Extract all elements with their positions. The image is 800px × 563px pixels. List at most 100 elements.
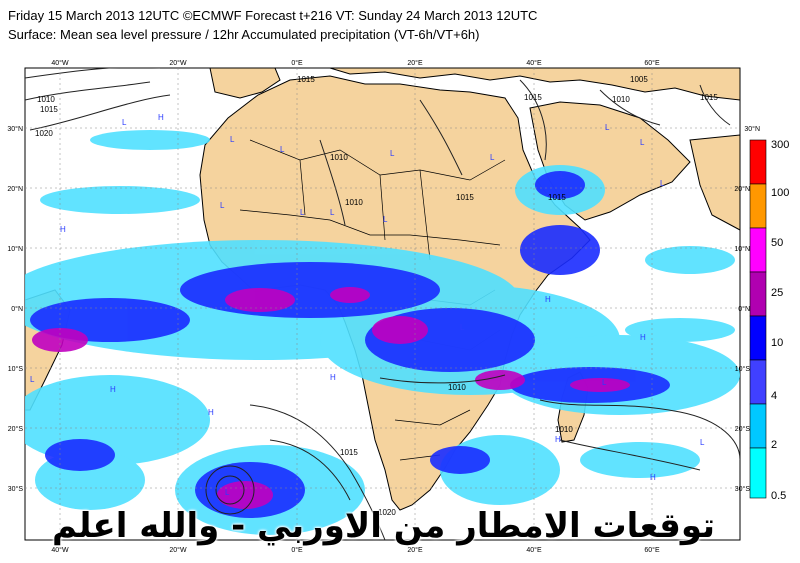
high-marker: H — [555, 435, 561, 444]
lon-label: 40°E — [526, 59, 542, 67]
legend-level: 100 — [771, 187, 789, 199]
high-marker: H — [330, 373, 336, 382]
iberia-land — [209, 68, 281, 99]
low-marker: L — [30, 375, 35, 384]
isobar-label: 1015 — [700, 93, 718, 102]
lat-label: 20°N — [734, 185, 750, 193]
europe-land — [329, 68, 740, 101]
isobar-label: 1015 — [40, 105, 58, 114]
legend-level: 2 — [771, 439, 777, 451]
legend-swatch — [749, 227, 767, 273]
lon-label: 40°E — [526, 546, 542, 554]
high-marker: H — [158, 113, 164, 122]
lon-label: 60°E — [644, 59, 660, 67]
lon-label: 20°E — [407, 546, 423, 554]
lat-label: 20°S — [8, 425, 24, 433]
low-marker: L — [460, 323, 465, 332]
pressure-centers: L H L L L L L L L L L L L L H H L H H H … — [30, 113, 705, 497]
isobar-label: 1015 — [548, 193, 566, 202]
lon-label: 60°E — [644, 546, 660, 554]
longitude-labels-top: 40°W 20°W 0°E 20°E 40°E 60°E — [51, 59, 660, 67]
low-marker: L — [490, 153, 495, 162]
low-marker: L — [660, 179, 665, 188]
isobar-label: 1010 — [612, 95, 630, 104]
asia-land — [689, 134, 740, 231]
lat-label: 20°S — [735, 425, 751, 433]
isobar-label: 1010 — [448, 383, 466, 392]
legend-level: 50 — [771, 237, 783, 249]
low-marker: L — [605, 123, 610, 132]
legend-level: 25 — [771, 287, 783, 299]
latitude-labels-left: 30°N 20°N 10°N 0°N 10°S 20°S 30°S — [7, 125, 23, 493]
lat-label: 0°N — [11, 305, 23, 313]
high-marker: H — [110, 385, 116, 394]
chart-subtitle: Surface: Mean sea level pressure / 12hr … — [8, 27, 480, 42]
legend-level: 0.5 — [771, 490, 786, 502]
lat-label: 10°S — [735, 365, 751, 373]
low-marker: L — [700, 438, 705, 447]
legend-swatch — [749, 271, 767, 317]
legend-swatch — [749, 315, 767, 361]
low-marker: L — [280, 145, 285, 154]
lon-label: 0°E — [291, 59, 303, 67]
lon-label: 20°W — [169, 59, 187, 67]
legend-level: 10 — [771, 337, 783, 349]
isobar-label: 1015 — [524, 93, 542, 102]
graticule — [25, 68, 740, 540]
lat-label: 30°S — [8, 485, 24, 493]
low-marker: L — [560, 171, 565, 180]
lat-label: 30°N — [744, 125, 760, 133]
isobar-label: 1020 — [378, 508, 396, 517]
high-marker: H — [60, 225, 66, 234]
low-marker: L — [330, 208, 335, 217]
arabic-caption: توقعات الامطار من الاوربي - والله اعلم — [51, 506, 715, 546]
isobar-label: 1015 — [340, 448, 358, 457]
lat-label: 10°N — [734, 245, 750, 253]
low-marker: L — [225, 488, 230, 497]
isobar-labels: 1015 1010 1015 1020 1010 1010 1015 1015 … — [35, 75, 718, 517]
high-marker: H — [650, 473, 656, 482]
lon-label: 20°E — [407, 59, 423, 67]
precip-legend — [749, 139, 767, 499]
low-marker: L — [602, 378, 607, 387]
lon-label: 40°W — [51, 546, 69, 554]
longitude-labels-bottom: 40°W 20°W 0°E 20°E 40°E 60°E — [51, 546, 660, 554]
low-marker: L — [122, 118, 127, 127]
low-marker: L — [230, 135, 235, 144]
low-marker: L — [640, 138, 645, 147]
lon-label: 0°E — [291, 546, 303, 554]
high-marker: H — [640, 333, 646, 342]
isobars — [25, 68, 740, 540]
isobar-label: 1010 — [37, 95, 55, 104]
legend-swatch — [749, 359, 767, 405]
lat-label: 20°N — [7, 185, 23, 193]
low-marker: L — [300, 208, 305, 217]
isobar-label: 1015 — [456, 193, 474, 202]
lat-label: 10°N — [7, 245, 23, 253]
low-marker: L — [220, 201, 225, 210]
lon-label: 20°W — [169, 546, 187, 554]
isobar-label: 1005 — [630, 75, 648, 84]
isobar-label: 1020 — [35, 129, 53, 138]
precip-heavy — [32, 287, 630, 509]
legend-swatch — [749, 183, 767, 229]
lat-label: 10°S — [8, 365, 24, 373]
high-marker: H — [545, 295, 551, 304]
lat-label: 30°N — [7, 125, 23, 133]
legend-swatch — [749, 139, 767, 185]
isobar-label: 1010 — [330, 153, 348, 162]
low-marker: L — [383, 215, 388, 224]
isobar-label: 1015 — [297, 75, 315, 84]
lon-label: 40°W — [51, 59, 69, 67]
high-marker: H — [208, 408, 214, 417]
isobar-label: 1010 — [555, 425, 573, 434]
low-marker: L — [390, 149, 395, 158]
legend-level: 300 — [771, 139, 789, 151]
isobar-label: 1010 — [345, 198, 363, 207]
latitude-labels-right: 30°N 20°N 10°N 0°N 10°S 20°S 30°S — [734, 125, 760, 493]
legend-level: 4 — [771, 390, 777, 402]
legend-swatch — [749, 403, 767, 449]
legend-swatch — [749, 447, 767, 499]
lat-label: 0°N — [738, 305, 750, 313]
precip-legend-labels: 300 100 50 25 10 4 2 0.5 — [771, 139, 789, 502]
